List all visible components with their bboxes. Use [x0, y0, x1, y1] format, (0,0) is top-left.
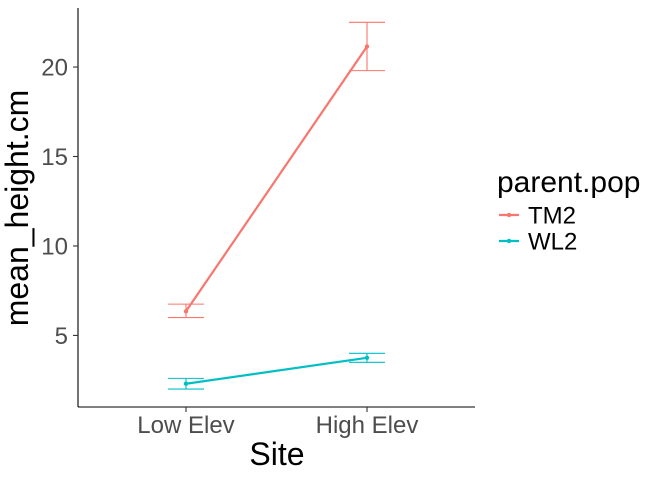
- legend-label: TM2: [528, 203, 576, 230]
- legend-label: WL2: [528, 229, 577, 256]
- y-axis-title: mean_height.cm: [0, 90, 35, 327]
- legend-title: parent.pop: [497, 166, 640, 199]
- x-tick-label: High Elev: [316, 412, 419, 439]
- y-tick-label: 10: [41, 233, 68, 260]
- data-point: [364, 44, 370, 49]
- x-ticks: Low Elev High Elev: [137, 407, 418, 439]
- legend-key-point: [506, 212, 512, 218]
- y-tick-label: 15: [41, 144, 68, 171]
- legend-item-tm2: TM2: [499, 203, 576, 230]
- series-tm2: [168, 21, 385, 319]
- series-wl2: [168, 352, 385, 390]
- plot-area: [168, 21, 385, 390]
- legend-item-wl2: WL2: [499, 229, 577, 256]
- data-point: [183, 309, 189, 314]
- series-line: [185, 356, 368, 385]
- x-tick-label: Low Elev: [137, 412, 234, 439]
- data-point: [364, 355, 370, 360]
- x-axis-title: Site: [249, 436, 304, 472]
- axes: [77, 8, 475, 408]
- y-tick-label: 5: [55, 323, 68, 350]
- y-ticks: 5 10 15 20: [41, 55, 78, 350]
- legend-key-point: [506, 238, 512, 244]
- data-point: [183, 381, 189, 386]
- series-line: [185, 45, 368, 312]
- y-tick-label: 20: [41, 55, 68, 82]
